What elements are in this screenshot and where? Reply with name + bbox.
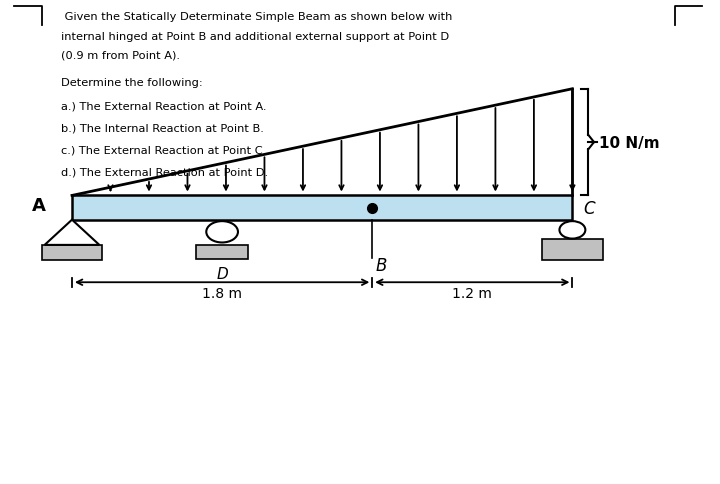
- Text: D: D: [216, 266, 228, 281]
- Text: d.) The External Reaction at Point D.: d.) The External Reaction at Point D.: [61, 167, 269, 177]
- Text: C: C: [583, 199, 595, 217]
- Bar: [72, 196, 572, 220]
- Text: B: B: [376, 257, 387, 274]
- Text: 1.2 m: 1.2 m: [452, 287, 492, 301]
- Circle shape: [559, 222, 585, 239]
- Text: 1.8 m: 1.8 m: [202, 287, 242, 301]
- Text: Determine the following:: Determine the following:: [61, 77, 203, 88]
- Bar: [542, 239, 603, 261]
- Polygon shape: [45, 220, 99, 245]
- Text: b.) The Internal Reaction at Point B.: b.) The Internal Reaction at Point B.: [61, 123, 264, 134]
- Text: internal hinged at Point B and additional external support at Point D: internal hinged at Point B and additiona…: [61, 31, 449, 42]
- Text: a.) The External Reaction at Point A.: a.) The External Reaction at Point A.: [61, 102, 266, 112]
- Text: 10 N/m: 10 N/m: [599, 136, 660, 150]
- Bar: [196, 245, 248, 260]
- Text: (0.9 m from Point A).: (0.9 m from Point A).: [61, 51, 180, 61]
- Circle shape: [206, 222, 238, 243]
- Bar: [42, 245, 102, 261]
- Text: Given the Statically Determinate Simple Beam as shown below with: Given the Statically Determinate Simple …: [61, 12, 453, 22]
- Text: c.) The External Reaction at Point C.: c.) The External Reaction at Point C.: [61, 145, 266, 155]
- Text: A: A: [32, 197, 46, 215]
